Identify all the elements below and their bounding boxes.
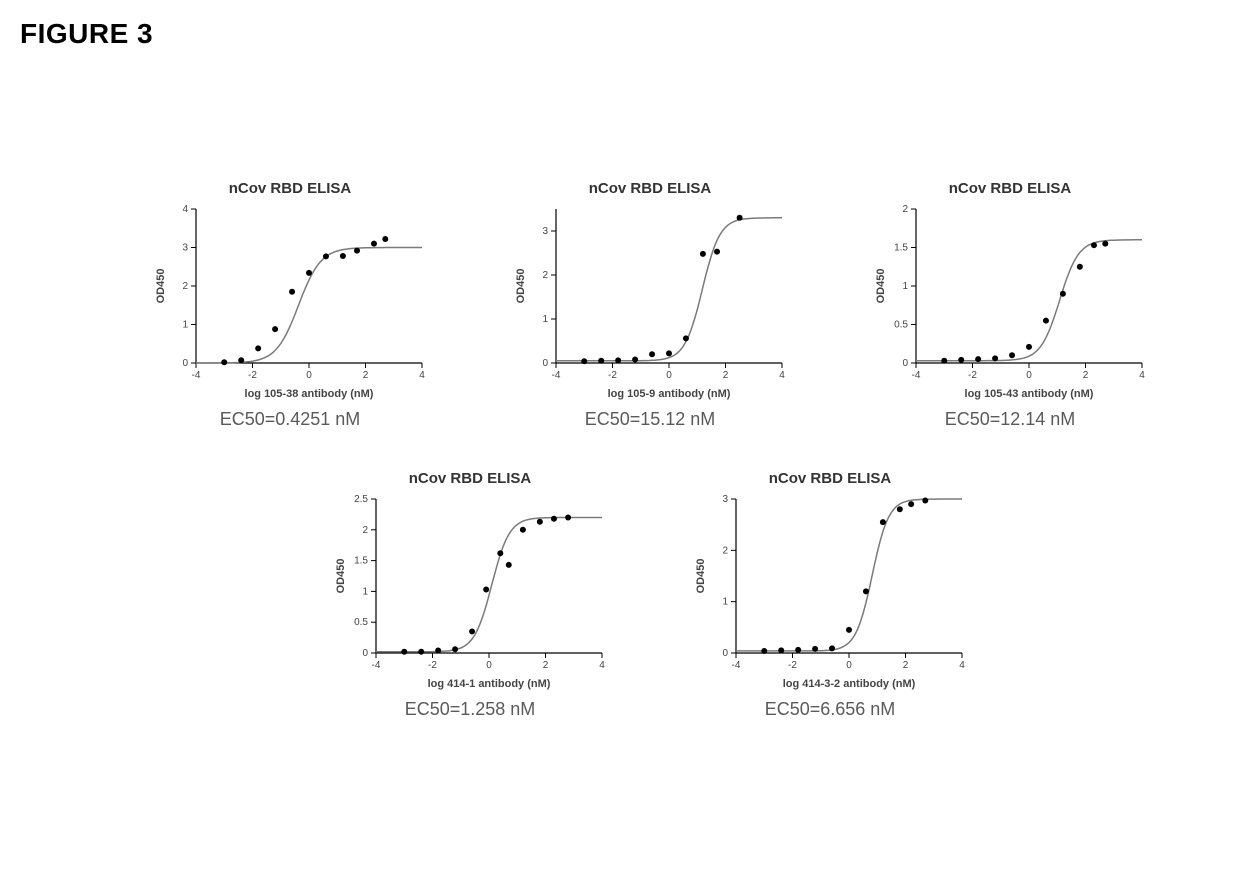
svg-text:0: 0 — [362, 648, 368, 659]
svg-text:0: 0 — [846, 660, 852, 671]
svg-text:0: 0 — [902, 358, 908, 369]
dose-response-plot-svg: -4 -2 0 2 4 0 0.5 1 1.5 2 2.5 log 414-1 antibody (n… — [330, 491, 610, 691]
svg-text:3: 3 — [722, 494, 728, 505]
plot-title: nCov RBD ELISA — [409, 470, 532, 487]
plot-title: nCov RBD ELISA — [229, 180, 352, 197]
ec50-label: EC50=0.4251 nM — [220, 409, 361, 430]
svg-text:1.5: 1.5 — [354, 556, 368, 567]
plot-title: nCov RBD ELISA — [589, 180, 712, 197]
plots-container: nCov RBD ELISA -4 -2 0 2 4 0 1 2 3 4 log 105-38 ant… — [120, 180, 1180, 760]
svg-text:log 105-38 antibody (nM): log 105-38 antibody (nM) — [245, 388, 374, 400]
svg-text:4: 4 — [779, 370, 785, 381]
svg-text:2: 2 — [902, 204, 908, 215]
dose-response-plot-svg: -4 -2 0 2 4 0 1 2 3 log 105-9 antibody (nM) OD450 — [510, 201, 790, 401]
ec50-label: EC50=15.12 nM — [585, 409, 716, 430]
plot-area: -4 -2 0 2 4 0 0.5 1 1.5 2 log 105-43 antibody (nM)… — [870, 201, 1150, 401]
svg-text:2: 2 — [543, 660, 549, 671]
svg-text:log 414-1 antibody (nM): log 414-1 antibody (nM) — [428, 678, 551, 690]
svg-text:2: 2 — [723, 370, 729, 381]
svg-text:2: 2 — [1083, 370, 1089, 381]
svg-text:0.5: 0.5 — [354, 617, 368, 628]
svg-text:-2: -2 — [248, 370, 257, 381]
svg-text:-2: -2 — [608, 370, 617, 381]
svg-text:OD450: OD450 — [155, 269, 167, 304]
svg-text:OD450: OD450 — [515, 269, 527, 304]
plot-panel: nCov RBD ELISA -4 -2 0 2 4 0 0.5 1 1.5 2 2.5 log 414… — [320, 470, 620, 720]
svg-text:1.5: 1.5 — [894, 243, 908, 254]
ec50-label: EC50=1.258 nM — [405, 699, 536, 720]
plot-panel: nCov RBD ELISA -4 -2 0 2 4 0 1 2 3 log 414-3-2 ant… — [680, 470, 980, 720]
plot-title: nCov RBD ELISA — [949, 180, 1072, 197]
svg-text:1: 1 — [722, 597, 728, 608]
svg-text:1: 1 — [542, 314, 548, 325]
plot-title: nCov RBD ELISA — [769, 470, 892, 487]
svg-text:2: 2 — [363, 370, 369, 381]
svg-text:2: 2 — [903, 660, 909, 671]
svg-text:0.5: 0.5 — [894, 320, 908, 331]
svg-text:1: 1 — [902, 281, 908, 292]
plots-row-2: nCov RBD ELISA -4 -2 0 2 4 0 0.5 1 1.5 2 2.5 log 414… — [120, 470, 1180, 720]
svg-text:-4: -4 — [552, 370, 561, 381]
svg-text:4: 4 — [1139, 370, 1145, 381]
svg-text:-2: -2 — [788, 660, 797, 671]
plot-area: -4 -2 0 2 4 0 1 2 3 log 105-9 antibody (nM) OD450 — [510, 201, 790, 401]
svg-text:-2: -2 — [428, 660, 437, 671]
plot-panel: nCov RBD ELISA -4 -2 0 2 4 0 1 2 3 4 log 105-38 ant… — [140, 180, 440, 430]
svg-text:-2: -2 — [968, 370, 977, 381]
plot-area: -4 -2 0 2 4 0 1 2 3 4 log 105-38 antibody (nM) OD45… — [150, 201, 430, 401]
svg-text:2.5: 2.5 — [354, 494, 368, 505]
dose-response-plot-svg: -4 -2 0 2 4 0 0.5 1 1.5 2 log 105-43 antibody (nM)… — [870, 201, 1150, 401]
svg-text:2: 2 — [542, 270, 548, 281]
svg-text:log 105-9 antibody (nM): log 105-9 antibody (nM) — [608, 388, 731, 400]
svg-text:2: 2 — [722, 545, 728, 556]
svg-text:0: 0 — [666, 370, 672, 381]
svg-text:0: 0 — [722, 648, 728, 659]
svg-text:0: 0 — [486, 660, 492, 671]
svg-text:OD450: OD450 — [875, 269, 887, 304]
svg-text:-4: -4 — [912, 370, 921, 381]
svg-text:0: 0 — [1026, 370, 1032, 381]
svg-text:-4: -4 — [192, 370, 201, 381]
svg-text:4: 4 — [599, 660, 605, 671]
svg-text:-4: -4 — [372, 660, 381, 671]
svg-text:OD450: OD450 — [335, 559, 347, 594]
ec50-label: EC50=12.14 nM — [945, 409, 1076, 430]
svg-text:1: 1 — [362, 586, 368, 597]
plot-panel: nCov RBD ELISA -4 -2 0 2 4 0 1 2 3 log 105-9 antib… — [500, 180, 800, 430]
svg-text:2: 2 — [362, 525, 368, 536]
svg-text:1: 1 — [182, 320, 188, 331]
plot-panel: nCov RBD ELISA -4 -2 0 2 4 0 0.5 1 1.5 2 log 105-43… — [860, 180, 1160, 430]
svg-text:-4: -4 — [732, 660, 741, 671]
svg-text:4: 4 — [419, 370, 425, 381]
svg-text:log 105-43 antibody (nM): log 105-43 antibody (nM) — [965, 388, 1094, 400]
svg-text:0: 0 — [182, 358, 188, 369]
plot-area: -4 -2 0 2 4 0 1 2 3 log 414-3-2 antibody (nM) OD45… — [690, 491, 970, 691]
figure-title: FIGURE 3 — [20, 18, 153, 50]
dose-response-plot-svg: -4 -2 0 2 4 0 1 2 3 4 log 105-38 antibody (nM) OD45… — [150, 201, 430, 401]
svg-text:4: 4 — [959, 660, 965, 671]
dose-response-plot-svg: -4 -2 0 2 4 0 1 2 3 log 414-3-2 antibody (nM) OD45… — [690, 491, 970, 691]
svg-text:OD450: OD450 — [695, 559, 707, 594]
plot-area: -4 -2 0 2 4 0 0.5 1 1.5 2 2.5 log 414-1 antibody (n… — [330, 491, 610, 691]
svg-text:3: 3 — [182, 243, 188, 254]
ec50-label: EC50=6.656 nM — [765, 699, 896, 720]
svg-text:log 414-3-2 antibody (nM): log 414-3-2 antibody (nM) — [783, 678, 916, 690]
svg-text:0: 0 — [542, 358, 548, 369]
svg-text:0: 0 — [306, 370, 312, 381]
svg-text:2: 2 — [182, 281, 188, 292]
plots-row-1: nCov RBD ELISA -4 -2 0 2 4 0 1 2 3 4 log 105-38 ant… — [120, 180, 1180, 430]
svg-text:3: 3 — [542, 226, 548, 237]
svg-text:4: 4 — [182, 204, 188, 215]
